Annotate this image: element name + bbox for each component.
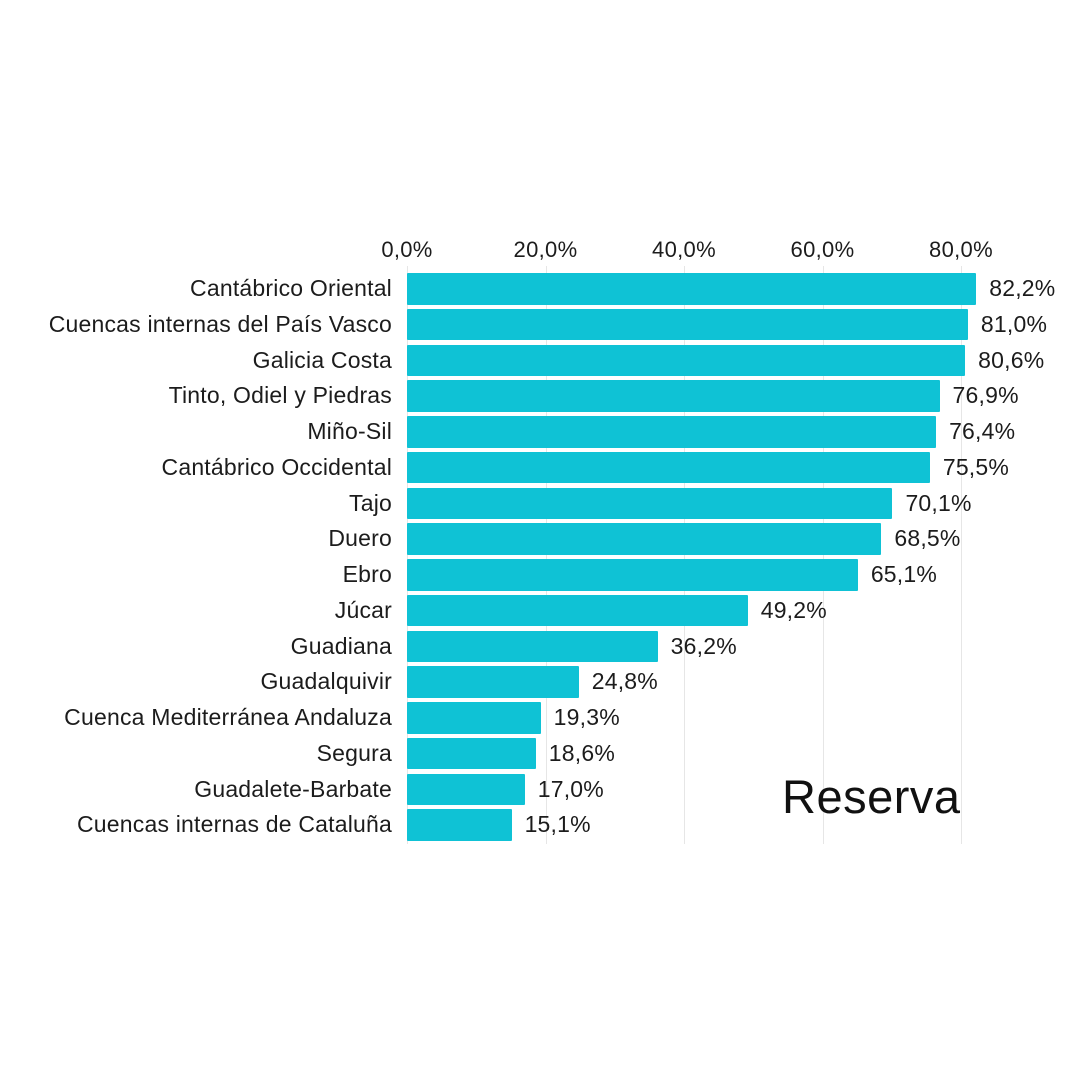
category-label: Guadalquivir bbox=[260, 668, 392, 695]
bar bbox=[407, 773, 525, 805]
x-axis-tick-label-40: 40,0% bbox=[652, 237, 716, 262]
value-label: 75,5% bbox=[942, 453, 1010, 480]
value-label: 76,4% bbox=[949, 418, 1016, 444]
value-label: 24,8% bbox=[591, 668, 658, 695]
category-label: Ebro bbox=[342, 561, 392, 587]
category-label: Júcar bbox=[334, 596, 392, 623]
value-label: 17,0% bbox=[537, 775, 604, 802]
bar bbox=[407, 380, 940, 412]
category-label: Miño-Sil bbox=[307, 418, 392, 444]
x-axis-tick-label-20: 20,0% bbox=[513, 237, 578, 262]
category-label: Guadalete-Barbate bbox=[194, 775, 392, 802]
category-label: Galicia Costa bbox=[252, 346, 392, 373]
bar bbox=[407, 630, 658, 662]
value-label: 19,3% bbox=[553, 704, 620, 730]
category-label: Tinto, Odiel y Piedras bbox=[168, 382, 392, 409]
bar bbox=[407, 666, 579, 698]
bar bbox=[407, 344, 966, 376]
category-label: Guadiana bbox=[290, 632, 392, 659]
value-label: 80,6% bbox=[978, 346, 1045, 373]
value-label: 15,1% bbox=[524, 811, 591, 838]
gridline-20 bbox=[545, 266, 547, 844]
gridline-0 bbox=[407, 266, 408, 844]
value-label: 68,5% bbox=[894, 525, 961, 552]
category-label: Tajo bbox=[349, 489, 392, 516]
chart-title: Reserva bbox=[782, 770, 961, 823]
value-label: 82,2% bbox=[989, 275, 1056, 301]
bar bbox=[407, 702, 541, 734]
value-label: 36,2% bbox=[670, 632, 737, 659]
bar bbox=[407, 559, 858, 591]
value-label: 70,1% bbox=[905, 489, 972, 516]
bar bbox=[407, 737, 536, 770]
bar bbox=[407, 594, 748, 627]
value-label: 76,9% bbox=[952, 382, 1019, 409]
value-label: 65,1% bbox=[870, 561, 938, 587]
category-label: Cantábrico Occidental bbox=[161, 453, 392, 480]
gridline-40 bbox=[684, 266, 685, 844]
bar bbox=[407, 308, 968, 341]
bar bbox=[407, 451, 930, 484]
category-label: Cuencas internas del País Vasco bbox=[48, 310, 392, 337]
bar bbox=[407, 273, 977, 305]
bar bbox=[407, 487, 893, 519]
bar bbox=[407, 416, 937, 448]
bar bbox=[407, 809, 512, 841]
gridline-60 bbox=[822, 266, 824, 844]
value-label: 18,6% bbox=[548, 739, 616, 766]
bar bbox=[407, 523, 882, 555]
gridline-80 bbox=[961, 266, 962, 844]
category-label: Duero bbox=[328, 525, 392, 552]
value-label: 49,2% bbox=[760, 596, 827, 623]
category-label: Cuenca Mediterránea Andaluza bbox=[64, 704, 392, 730]
category-label: Cantábrico Oriental bbox=[190, 275, 392, 301]
x-axis-tick-label-60: 60,0% bbox=[790, 237, 855, 262]
category-label: Segura bbox=[316, 739, 392, 766]
x-axis-tick-label-0: 0,0% bbox=[381, 237, 433, 262]
x-axis-tick-label-80: 80,0% bbox=[929, 237, 993, 262]
value-label: 81,0% bbox=[980, 310, 1048, 337]
category-label: Cuencas internas de Cataluña bbox=[76, 811, 392, 838]
